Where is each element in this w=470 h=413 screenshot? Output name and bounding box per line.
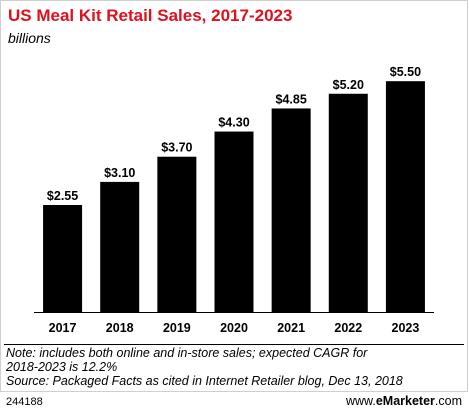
brand-suffix: .com [434,394,462,408]
bar-2017 [43,204,83,312]
brand-prefix: www. [345,394,376,408]
x-tick-label-2023: 2023 [392,321,420,335]
value-label-2018: $3.10 [104,166,135,180]
value-label-2020: $4.30 [218,116,249,130]
bar-2023 [385,81,425,312]
chart-title: US Meal Kit Retail Sales, 2017-2023 [8,6,293,25]
x-tick-label-2021: 2021 [277,321,305,335]
x-tick-label-2019: 2019 [163,321,191,335]
value-label-2021: $4.85 [276,92,307,106]
source-line: Source: Packaged Facts as cited in Inter… [6,374,403,388]
bar-chart: $2.55 2017 $3.10 2018 $3.70 2019 $4.30 2020 $4.8… [34,65,434,335]
emarketer-logo[interactable]: www.eMarketer.com [346,394,462,408]
bar-2020 [214,131,254,312]
x-tick-label-2022: 2022 [334,321,362,335]
note-line: Note: includes both online and in-store … [6,346,368,360]
value-label-2019: $3.70 [161,141,192,155]
note-line: 2018-2023 is 12.2% [6,360,118,374]
value-label-2023: $5.50 [390,65,421,79]
bar-2018 [100,181,140,312]
value-label-2022: $5.20 [333,78,364,92]
x-tick-label-2018: 2018 [106,321,134,335]
chart-note: Note: includes both online and in-store … [6,346,462,388]
bar-2019 [157,156,197,312]
bar-2021 [271,108,311,312]
brand-accent: eMarketer [375,394,435,408]
x-tick-label-2017: 2017 [49,321,77,335]
value-label-2017: $2.55 [47,189,78,203]
x-tick-label-2020: 2020 [220,321,248,335]
chart-id: 244188 [6,396,43,408]
bar-2022 [328,93,368,312]
note-divider [4,344,464,345]
chart-subtitle: billions [8,30,51,46]
